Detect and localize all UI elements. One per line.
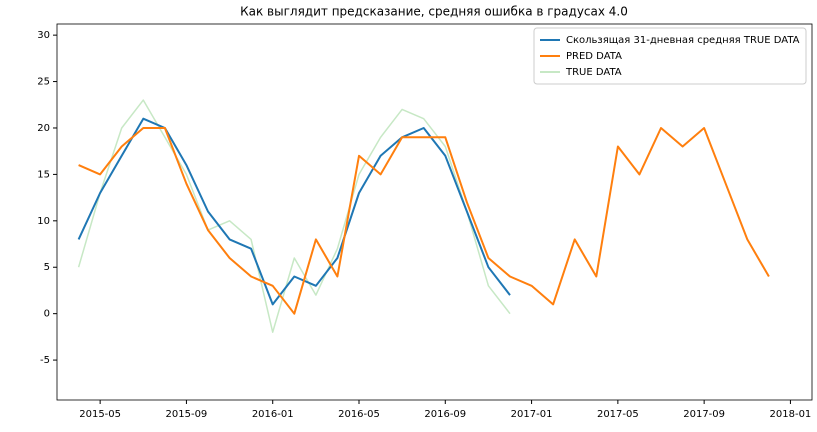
x-tick-label: 2017-01 [511, 409, 553, 420]
data-line [77, 99, 511, 333]
x-tick-label: 2015-05 [79, 409, 121, 420]
y-tick-label: 5 [44, 262, 50, 273]
x-tick-label: 2016-05 [338, 409, 380, 420]
x-tick-label: 2018-01 [770, 409, 812, 420]
x-tick-label: 2016-01 [252, 409, 294, 420]
y-tick-label: -5 [40, 355, 50, 366]
x-tick-label: 2017-05 [597, 409, 639, 420]
y-tick-label: 15 [37, 169, 50, 180]
y-tick-label: 20 [37, 123, 50, 134]
x-tick-label: 2016-09 [424, 409, 466, 420]
legend-box [533, 27, 807, 85]
y-tick-label: 25 [37, 77, 50, 88]
legend-label: PRED DATA [566, 51, 622, 62]
x-tick-label: 2017-09 [683, 409, 725, 420]
x-tick-label: 2015-09 [166, 409, 208, 420]
legend-label: Скользящая 31-дневная средняя TRUE DATA [566, 35, 800, 46]
data-line [78, 127, 770, 315]
data-line [77, 117, 511, 306]
y-tick-label: 0 [44, 309, 50, 320]
chart-title: Как выглядит предсказание, средняя ошибк… [240, 5, 628, 19]
legend-label: TRUE DATA [565, 67, 622, 78]
y-tick-label: 30 [37, 30, 50, 41]
y-tick-label: 10 [37, 216, 50, 227]
plot-frame [56, 23, 813, 401]
